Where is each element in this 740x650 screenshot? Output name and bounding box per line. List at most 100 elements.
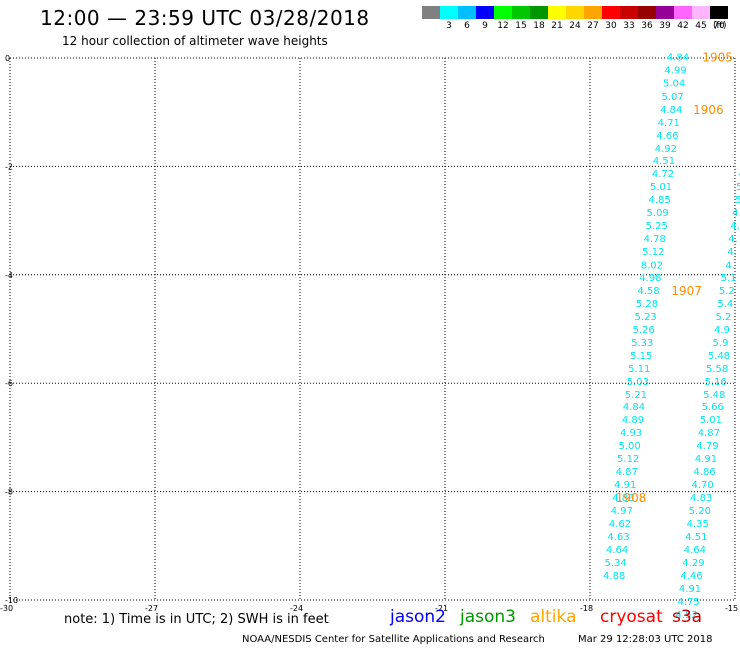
colorbar-label: 24	[569, 21, 581, 31]
swh-value-label: 4.84	[623, 402, 645, 413]
colorbar-label: 6	[464, 21, 470, 31]
time-label: 1908	[616, 491, 647, 505]
swh-value-label: 4.70	[691, 480, 713, 491]
colorbar-swatch	[674, 6, 692, 19]
swh-value-label: 5.20	[689, 506, 711, 517]
swh-value-label: 5.07	[662, 92, 684, 103]
colorbar-swatch	[548, 6, 566, 19]
swh-value-label: 4.	[727, 247, 737, 258]
swh-value-label: 4.84	[660, 105, 682, 116]
swh-value-label: 4.51	[685, 532, 707, 543]
colorbar-swatch	[476, 6, 494, 19]
swh-value-label: 5.03	[627, 377, 649, 388]
colorbar-label: 33	[623, 21, 635, 31]
swh-value-label: 4.	[730, 221, 740, 232]
colorbar-swatch	[692, 6, 710, 19]
swh-value-label: 8.02	[641, 261, 663, 272]
swh-value-label: 4.9	[714, 325, 730, 336]
swh-value-label: 4.52	[676, 610, 698, 621]
swh-value-label: 4.58	[637, 286, 659, 297]
swh-value-label: 4.83	[612, 493, 634, 504]
colorbar-swatch	[494, 6, 512, 19]
colorbar-label: 39	[659, 21, 671, 31]
swh-value-label: 4.98	[639, 273, 661, 284]
colorbar-swatch	[530, 6, 548, 19]
swh-value-label: 5.12	[617, 454, 639, 465]
colorbar-label: 30	[605, 21, 617, 31]
x-tick-label: -18	[580, 604, 593, 613]
swh-value-label: 4.84	[667, 52, 689, 63]
colorbar-swatch	[440, 6, 458, 19]
colorbar-label: 70	[713, 21, 725, 31]
time-label: 1905	[702, 50, 733, 64]
swh-value-label: 5.2	[719, 286, 735, 297]
colorbar-swatch	[656, 6, 674, 19]
colorbar-label: 21	[551, 21, 563, 31]
y-tick-label: 0	[5, 54, 10, 63]
swh-value-label: 5.15	[630, 351, 652, 362]
swh-value-label: 5.58	[706, 364, 728, 375]
swh-value-label: 4.79	[696, 441, 718, 452]
swh-value-label: 5.21	[625, 390, 647, 401]
colorbar-swatch	[512, 6, 530, 19]
swh-value-label: 5.48	[703, 390, 725, 401]
swh-value-label: 4.87	[616, 467, 638, 478]
swh-value-label: 4.78	[644, 234, 666, 245]
swh-value-label: 4.66	[656, 131, 678, 142]
colorbar-swatch	[602, 6, 620, 19]
swh-value-label: 4.83	[690, 493, 712, 504]
footer-timestamp: Mar 29 12:28:03 UTC 2018	[578, 634, 713, 645]
swh-value-label: 5.2	[715, 312, 731, 323]
swh-value-label: 5.23	[634, 312, 656, 323]
swh-value-label: 5.01	[650, 182, 672, 193]
swh-value-label: 4.88	[603, 571, 625, 582]
y-tick-label: -8	[5, 488, 13, 497]
swh-value-label: 5.1	[721, 273, 737, 284]
swh-value-label: 5.26	[633, 325, 655, 336]
colorbar-swatch	[422, 6, 440, 19]
swh-value-label: 4.51	[653, 156, 675, 167]
colorbar-label: 3	[446, 21, 452, 31]
swh-value-label: 5.00	[619, 441, 641, 452]
swh-value-label: 4.89	[622, 415, 644, 426]
swh-value-label: 4.85	[648, 195, 670, 206]
swh-value-label: 5.04	[663, 78, 685, 89]
mission-label-jason3: jason3	[460, 607, 516, 627]
swh-value-label: 4.35	[687, 519, 709, 530]
colorbar-label: 42	[677, 21, 689, 31]
swh-value-label: 5.4	[717, 299, 733, 310]
swh-value-label: 4.91	[679, 584, 701, 595]
page-subtitle: 12 hour collection of altimeter wave hei…	[62, 34, 328, 48]
swh-value-label: 4	[739, 169, 740, 180]
note-text: note: 1) Time is in UTC; 2) SWH is in fe…	[64, 612, 329, 627]
y-tick-label: -2	[5, 162, 13, 171]
swh-value-label: 5.66	[702, 402, 724, 413]
colorbar-label: 9	[482, 21, 488, 31]
swh-value-label: 4.29	[682, 558, 704, 569]
colorbar-swatch	[710, 6, 728, 19]
x-tick-label: -15	[725, 604, 738, 613]
swh-value-label: 4.99	[664, 65, 686, 76]
swh-value-label: 4.64	[606, 545, 628, 556]
colorbar-label: 15	[515, 21, 527, 31]
colorbar-label: 36	[641, 21, 653, 31]
swh-value-label: 5.01	[700, 415, 722, 426]
swh-value-label: 5.33	[631, 338, 653, 349]
colorbar-unit: (ft)	[713, 21, 727, 31]
swh-value-label: 4.87	[698, 428, 720, 439]
swh-value-label: 4.91	[614, 480, 636, 491]
swh-value-label: 5.12	[642, 247, 664, 258]
swh-value-label: 4.	[725, 261, 735, 272]
swh-value-label: 5.09	[647, 208, 669, 219]
mission-label-jason2: jason2	[390, 607, 446, 627]
swh-value-label: 5.11	[628, 364, 650, 375]
colorbar-label: 18	[533, 21, 545, 31]
colorbar-label: 45	[695, 21, 707, 31]
swh-value-label: 5.48	[708, 351, 730, 362]
y-tick-label: -6	[5, 379, 13, 388]
colorbar-swatch	[638, 6, 656, 19]
swh-value-label: 5.25	[646, 221, 668, 232]
swh-value-label: 4.75	[677, 597, 699, 608]
swh-value-label: 4.64	[684, 545, 706, 556]
